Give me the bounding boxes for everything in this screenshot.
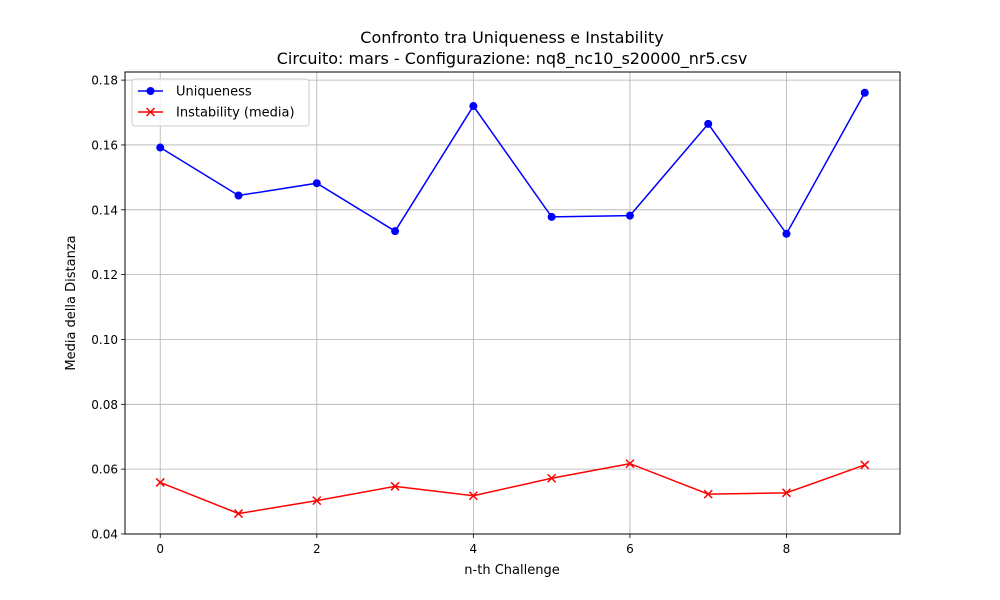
uniqueness-point — [782, 229, 791, 238]
x-tick-label: 4 — [470, 542, 478, 556]
y-axis-label: Media della Distanza — [64, 235, 79, 370]
y-tick-label: 0.04 — [91, 528, 118, 542]
legend-instability-label: Instability (media) — [176, 106, 295, 121]
legend-box — [131, 78, 310, 127]
x-tick-label: 8 — [783, 542, 791, 556]
x-tick-label: 6 — [626, 542, 634, 556]
instability-point — [781, 488, 792, 498]
uniqueness-point — [547, 212, 556, 221]
instability-point — [233, 509, 244, 519]
y-tick-label: 0.16 — [91, 138, 118, 152]
y-tick-label: 0.18 — [91, 74, 118, 88]
x-tick-label: 2 — [313, 542, 321, 556]
y-tick-label: 0.12 — [91, 268, 118, 282]
uniqueness-point — [312, 179, 321, 188]
chart-title: Confronto tra Uniqueness e Instability — [360, 28, 663, 47]
y-tick-label: 0.10 — [91, 333, 118, 347]
instability-point — [860, 460, 870, 470]
y-tick-label: 0.14 — [91, 203, 118, 217]
legend-instability-marker — [145, 107, 156, 117]
instability-point — [547, 473, 557, 483]
legend-uniqueness-label: Uniqueness — [176, 85, 252, 100]
instability-point — [312, 496, 322, 506]
uniqueness-point — [234, 191, 243, 200]
uniqueness-point — [860, 88, 869, 97]
plot-series — [155, 88, 870, 519]
instability-series-line — [159, 462, 866, 515]
legend-uniqueness-marker — [146, 87, 155, 95]
y-tick-label: 0.08 — [91, 398, 118, 412]
plot-frame — [124, 71, 901, 535]
instability-point — [155, 477, 165, 487]
chart-subtitle: Circuito: mars - Configurazione: nq8_nc1… — [277, 49, 748, 69]
uniqueness-point — [156, 143, 165, 152]
instability-point — [468, 491, 478, 501]
x-axis-ticks: 0 2 4 6 8 — [156, 534, 790, 556]
x-axis-label: n-th Challenge — [464, 563, 559, 578]
uniqueness-series-line — [159, 92, 866, 236]
uniqueness-point — [391, 227, 400, 236]
y-axis-ticks: 0.04 0.06 0.08 0.10 0.12 0.14 0.16 0.18 — [91, 74, 125, 542]
instability-point — [703, 489, 713, 499]
grid-lines — [125, 72, 900, 535]
x-tick-label: 0 — [156, 542, 164, 556]
uniqueness-point — [704, 119, 713, 128]
uniqueness-point — [625, 211, 634, 220]
instability-point — [625, 459, 635, 469]
y-tick-label: 0.06 — [91, 463, 118, 477]
uniqueness-point — [469, 102, 478, 111]
legend: Uniqueness Instability (media) — [131, 78, 310, 127]
instability-point — [390, 481, 400, 491]
